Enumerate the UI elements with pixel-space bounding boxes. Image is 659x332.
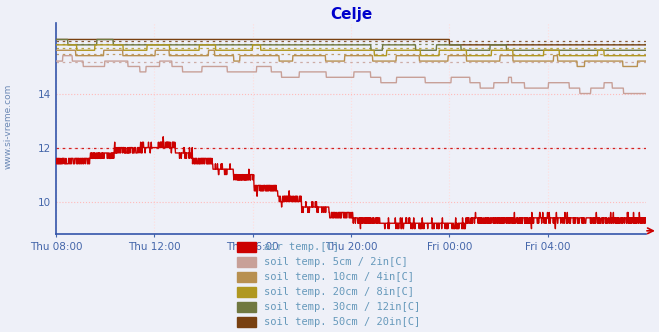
Text: air temp.[C]: air temp.[C] [264, 242, 339, 252]
Text: soil temp. 30cm / 12in[C]: soil temp. 30cm / 12in[C] [264, 302, 420, 312]
Text: soil temp. 10cm / 4in[C]: soil temp. 10cm / 4in[C] [264, 272, 414, 282]
Title: Celje: Celje [330, 7, 372, 22]
Text: www.si-vreme.com: www.si-vreme.com [3, 83, 13, 169]
Text: soil temp. 50cm / 20in[C]: soil temp. 50cm / 20in[C] [264, 317, 420, 327]
Text: soil temp. 5cm / 2in[C]: soil temp. 5cm / 2in[C] [264, 257, 407, 267]
Text: soil temp. 20cm / 8in[C]: soil temp. 20cm / 8in[C] [264, 287, 414, 297]
